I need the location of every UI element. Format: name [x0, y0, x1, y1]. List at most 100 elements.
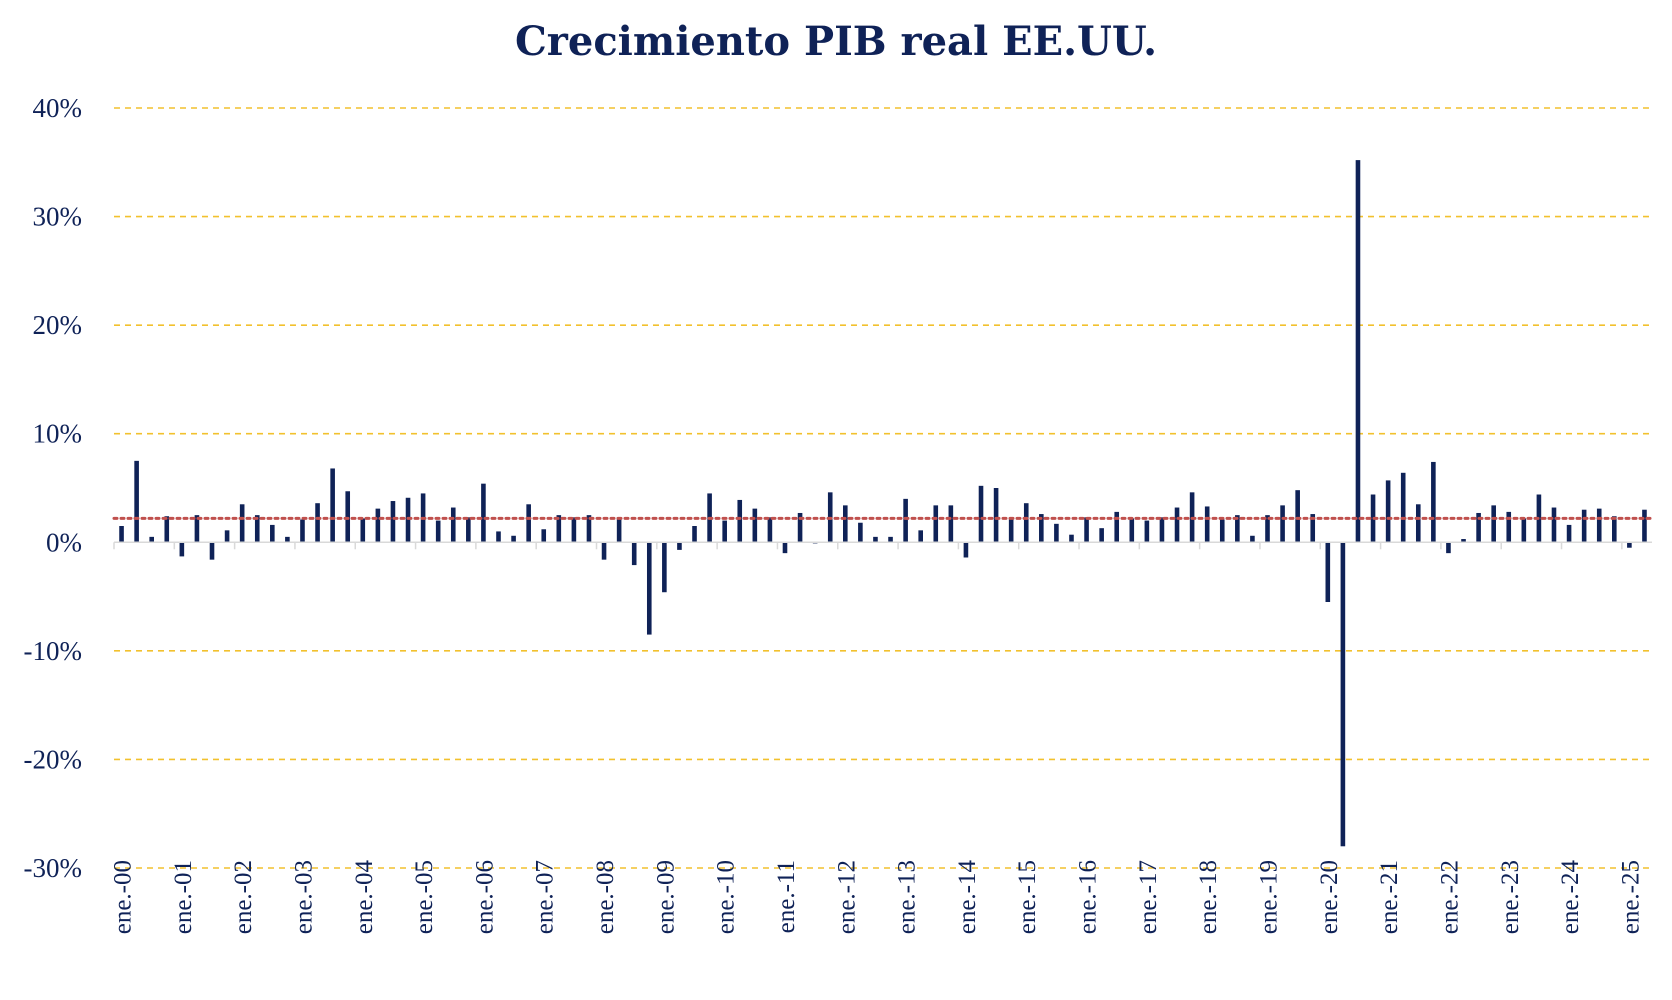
bar: [602, 542, 607, 559]
x-tick-label: ene.-12: [833, 860, 860, 934]
bar: [285, 537, 290, 542]
bar: [768, 517, 773, 542]
y-tick-label: 10%: [33, 419, 83, 449]
bar: [1326, 542, 1331, 602]
bar: [300, 519, 305, 542]
bar: [1491, 505, 1496, 542]
bar: [737, 500, 742, 542]
bar: [210, 542, 215, 559]
bar: [843, 505, 848, 542]
bar: [391, 501, 396, 542]
bar: [888, 537, 893, 542]
bars: [114, 160, 1652, 846]
bar: [1205, 506, 1210, 542]
bar: [1597, 509, 1602, 543]
x-axis: [114, 542, 1652, 549]
bar: [1054, 524, 1059, 542]
y-tick-label: -10%: [24, 636, 82, 666]
bar: [315, 503, 320, 542]
bar: [466, 517, 471, 542]
bar: [1160, 517, 1165, 542]
bar: [225, 530, 230, 542]
bar: [481, 484, 486, 543]
x-tick-label: ene.-14: [954, 860, 981, 935]
bar: [330, 468, 335, 542]
x-tick-label: ene.-18: [1195, 860, 1222, 934]
x-tick-label: ene.-10: [713, 860, 740, 934]
bar: [1280, 505, 1285, 542]
bar: [662, 542, 667, 592]
x-tick-label: ene.-05: [411, 860, 438, 934]
x-tick-label: ene.-21: [1376, 860, 1403, 934]
bar: [783, 542, 788, 553]
bar: [1506, 512, 1511, 542]
x-tick-label: ene.-00: [110, 860, 137, 934]
bar: [1220, 519, 1225, 542]
bar: [677, 542, 682, 550]
x-tick-label: ene.-24: [1557, 860, 1584, 935]
bar: [1356, 160, 1361, 542]
y-tick-label: -30%: [24, 853, 82, 883]
bar: [134, 461, 139, 542]
bar: [1069, 535, 1074, 543]
bar: [1009, 519, 1014, 542]
bar: [949, 505, 954, 542]
bar: [1250, 536, 1255, 543]
y-tick-label: 20%: [33, 310, 83, 340]
bar: [1642, 510, 1647, 543]
x-tick-label: ene.-11: [773, 860, 800, 933]
bar: [1295, 490, 1300, 542]
x-axis-labels: ene.-00 ene.-01 ene.-02 ene.-03 ene.-04 ene.-…: [110, 860, 1645, 935]
x-tick-label: ene.-25: [1617, 860, 1644, 934]
bar: [1114, 512, 1119, 542]
bar: [1084, 517, 1089, 542]
x-tick-label: ene.-04: [351, 860, 378, 935]
y-tick-label: -20%: [24, 744, 82, 774]
bar: [541, 529, 546, 542]
bar: [1341, 542, 1346, 846]
bar: [436, 521, 441, 543]
bar: [994, 488, 999, 542]
y-tick-label: 30%: [33, 202, 83, 232]
bar: [1416, 504, 1421, 542]
bar: [360, 518, 365, 542]
x-tick-label: ene.-23: [1497, 860, 1524, 934]
bar: [1145, 521, 1150, 543]
x-tick-label: ene.-13: [894, 860, 921, 934]
bar: [149, 537, 154, 542]
bar: [1446, 542, 1451, 553]
x-tick-label: ene.-22: [1436, 860, 1463, 934]
x-tick-label: ene.-19: [1256, 860, 1283, 934]
bar: [451, 508, 456, 543]
bar: [1552, 508, 1557, 543]
bar: [722, 521, 727, 543]
bar: [1522, 518, 1527, 542]
y-tick-label: 40%: [33, 93, 83, 123]
x-tick-label: ene.-03: [291, 860, 318, 934]
bar: [1431, 462, 1436, 542]
x-tick-label: ene.-06: [471, 860, 498, 934]
bar: [180, 542, 185, 556]
bar: [753, 509, 758, 543]
bar: [1175, 508, 1180, 543]
bar: [918, 530, 923, 542]
y-axis-labels: 40% 30% 20% 10% 0% -10% -20% -30%: [24, 93, 82, 883]
bar: [376, 509, 381, 543]
bar: [119, 526, 124, 542]
bar: [1627, 542, 1632, 547]
bar: [1386, 480, 1391, 542]
bar: [345, 491, 350, 542]
x-tick-label: ene.-17: [1135, 860, 1162, 934]
bar: [632, 542, 637, 565]
y-tick-label: 0%: [46, 527, 82, 557]
gridlines: [114, 108, 1652, 868]
x-tick-label: ene.-09: [652, 860, 679, 934]
bar: [1401, 473, 1406, 542]
bar: [240, 504, 245, 542]
bar: [858, 523, 863, 543]
x-tick-label: ene.-20: [1316, 860, 1343, 934]
x-tick-label: ene.-02: [230, 860, 257, 934]
x-tick-label: ene.-07: [532, 860, 559, 934]
x-tick-label: ene.-08: [592, 860, 619, 934]
